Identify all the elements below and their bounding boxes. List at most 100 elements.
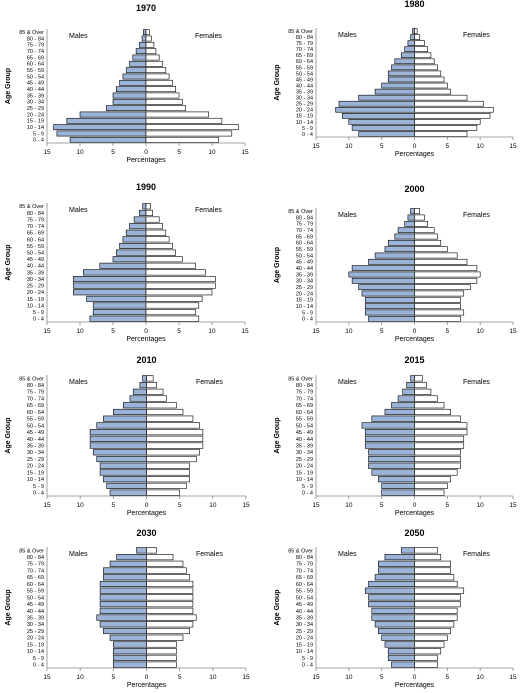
age-group-tick-label: 80 - 84 (296, 383, 313, 389)
male-bar (119, 79, 147, 86)
male-bar (89, 435, 147, 442)
x-tick-label: 5 (111, 149, 115, 156)
male-bar (381, 482, 415, 489)
female-bar (146, 594, 194, 601)
age-group-tick-label: 10 - 14 (296, 477, 313, 483)
female-bar (146, 402, 177, 409)
male-bar (112, 98, 147, 105)
age-group-tick-label: 80 - 84 (296, 35, 313, 41)
female-bar (145, 92, 180, 99)
age-group-tick-label: 5 - 9 (302, 656, 313, 662)
female-bar (145, 315, 200, 322)
female-bar (414, 627, 451, 635)
male-bar (106, 482, 147, 489)
male-bar (116, 554, 147, 561)
age-group-tick-label: 20 - 24 (27, 464, 44, 470)
age-group-tick-label: 35 - 39 (296, 615, 313, 621)
female-bar (145, 229, 167, 236)
age-group-tick-label: 85 & Over (19, 376, 44, 382)
male-bar (374, 621, 415, 628)
age-group-tick-label: 35 - 39 (27, 93, 44, 99)
x-axis-title: Percentages (395, 510, 435, 517)
age-group-tick-label: 10 - 14 (296, 120, 313, 126)
x-tick-label: 15 (312, 143, 320, 150)
age-group-tick-label: 40 - 44 (27, 264, 44, 270)
female-bar (146, 435, 204, 442)
male-bar (139, 41, 147, 48)
male-bar (384, 641, 415, 648)
x-axis-title: Percentages (395, 151, 435, 158)
x-tick-label: 15 (312, 502, 320, 509)
chart-title: 2015 (404, 355, 424, 365)
female-bar (414, 227, 435, 234)
female-bar (414, 100, 484, 107)
male-bar (404, 220, 415, 227)
age-group-tick-label: 50 - 54 (296, 71, 313, 77)
age-group-tick-label: 70 - 74 (27, 49, 44, 55)
age-group-tick-label: 5 - 9 (302, 484, 313, 490)
female-bar (146, 429, 204, 436)
age-group-tick-label: 20 - 24 (27, 290, 44, 296)
female-bar (414, 621, 455, 628)
male-bar (378, 567, 415, 574)
female-bar (414, 208, 421, 215)
female-bar (414, 435, 465, 442)
male-bar (407, 40, 415, 46)
age-group-tick-label: 30 - 34 (27, 100, 44, 106)
age-group-tick-label: 25 - 29 (27, 457, 44, 463)
female-bar (146, 442, 204, 449)
female-bar (145, 111, 210, 118)
x-tick-label: 15 (312, 674, 320, 681)
male-bar (378, 560, 415, 567)
female-bar (146, 634, 184, 641)
x-tick-label: 5 (380, 674, 384, 681)
female-bar (414, 131, 468, 137)
age-group-tick-label: 40 - 44 (296, 266, 313, 272)
male-bar (96, 614, 147, 621)
x-tick-label: 15 (43, 328, 51, 335)
age-group-tick-label: 5 - 9 (302, 126, 313, 132)
age-group-tick-label: 0 - 4 (302, 132, 313, 138)
age-group-tick-label: 55 - 59 (27, 68, 44, 74)
age-group-tick-label: 70 - 74 (296, 47, 313, 53)
female-bar (146, 614, 197, 621)
age-group-tick-label: 0 - 4 (302, 317, 313, 323)
male-bar (384, 246, 415, 253)
male-bar (136, 547, 147, 554)
male-bar (381, 82, 415, 89)
x-tick-label: 10 (209, 674, 217, 681)
x-tick-label: 5 (178, 674, 182, 681)
x-tick-label: 5 (446, 143, 450, 150)
age-group-tick-label: 10 - 14 (296, 649, 313, 655)
x-tick-label: 5 (380, 502, 384, 509)
age-group-tick-label: 60 - 64 (296, 410, 313, 416)
female-bar (414, 455, 461, 463)
age-group-tick-label: 25 - 29 (27, 106, 44, 112)
age-group-tick-label: 15 - 19 (27, 470, 44, 476)
x-tick-label: 10 (345, 674, 353, 681)
male-bar (387, 239, 415, 246)
female-bar (414, 113, 491, 119)
age-group-tick-label: 15 - 19 (296, 642, 313, 648)
female-bar (145, 269, 206, 276)
age-group-tick-label: 75 - 79 (296, 390, 313, 396)
female-bar (146, 654, 177, 661)
male-bar (404, 46, 415, 52)
female-bar (145, 29, 150, 36)
males-label: Males (338, 212, 357, 219)
age-group-tick-label: 40 - 44 (27, 609, 44, 615)
x-axis-title: Percentages (127, 682, 167, 689)
male-bar (368, 462, 415, 469)
females-label: Females (463, 212, 490, 219)
age-group-tick-label: 45 - 49 (27, 81, 44, 87)
female-bar (414, 88, 451, 95)
x-tick-label: 10 (208, 328, 216, 335)
female-bar (414, 303, 461, 310)
female-bar (145, 223, 163, 230)
female-bar (146, 554, 174, 561)
age-group-tick-label: 55 - 59 (296, 65, 313, 71)
females-label: Females (463, 32, 490, 39)
male-bar (109, 634, 147, 641)
y-axis-title: Age Group (274, 64, 281, 100)
age-group-tick-label: 65 - 69 (296, 53, 313, 59)
